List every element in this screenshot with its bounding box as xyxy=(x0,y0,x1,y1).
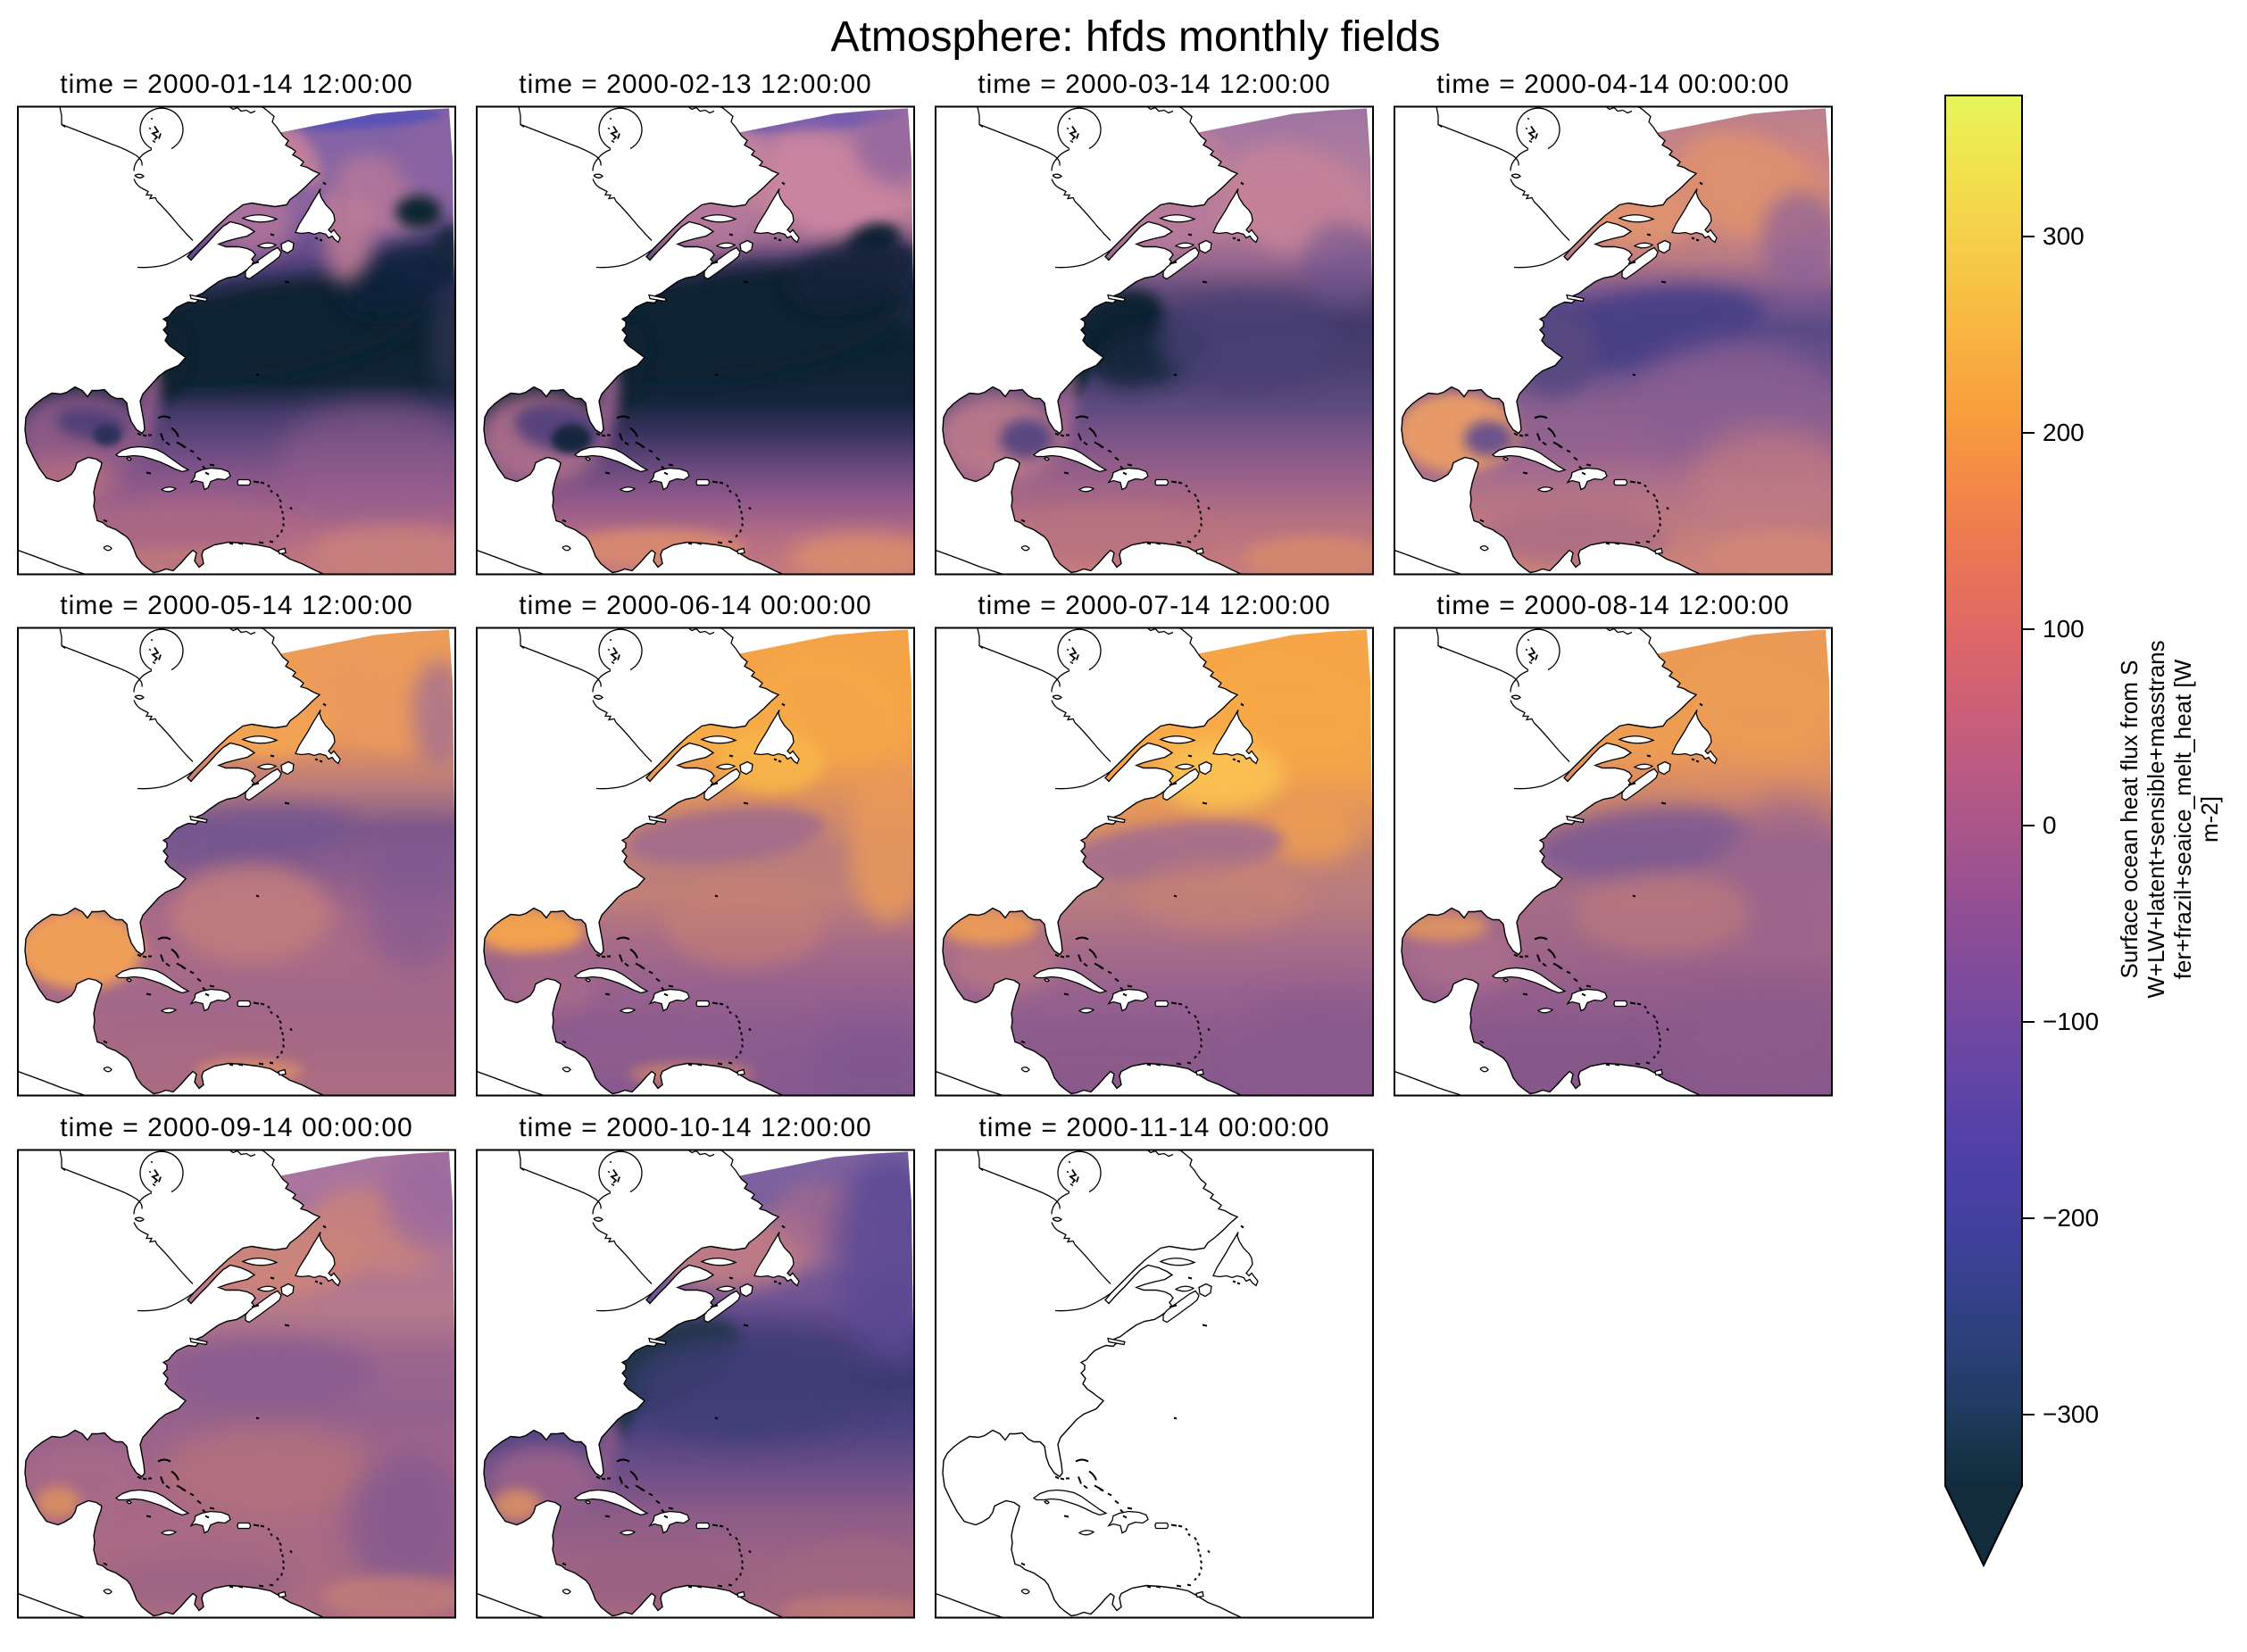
svg-text:200: 200 xyxy=(2043,419,2085,446)
svg-text:time = 2000-11-14 00:00:00: time = 2000-11-14 00:00:00 xyxy=(978,1113,1329,1142)
svg-text:0: 0 xyxy=(2043,811,2057,839)
svg-text:300: 300 xyxy=(2043,222,2085,250)
svg-text:time = 2000-07-14 12:00:00: time = 2000-07-14 12:00:00 xyxy=(978,591,1330,620)
svg-text:time = 2000-10-14 12:00:00: time = 2000-10-14 12:00:00 xyxy=(519,1113,871,1142)
svg-text:−100: −100 xyxy=(2043,1008,2099,1035)
svg-text:time = 2000-05-14 12:00:00: time = 2000-05-14 12:00:00 xyxy=(60,591,412,620)
svg-text:fer+frazil+seaice_melt_heat [W: fer+frazil+seaice_melt_heat [W xyxy=(2169,659,2196,979)
svg-text:W+LW+latent+sensible+masstrans: W+LW+latent+sensible+masstrans xyxy=(2143,640,2169,998)
svg-text:Surface ocean heat flux from S: Surface ocean heat flux from S xyxy=(2116,660,2143,979)
svg-text:−200: −200 xyxy=(2043,1204,2099,1232)
svg-text:time = 2000-04-14 00:00:00: time = 2000-04-14 00:00:00 xyxy=(1436,70,1789,99)
svg-text:Atmosphere: hfds monthly field: Atmosphere: hfds monthly fields xyxy=(831,13,1441,61)
svg-text:time = 2000-01-14 12:00:00: time = 2000-01-14 12:00:00 xyxy=(60,70,412,99)
svg-text:time = 2000-08-14 12:00:00: time = 2000-08-14 12:00:00 xyxy=(1436,591,1789,620)
svg-text:time = 2000-03-14 12:00:00: time = 2000-03-14 12:00:00 xyxy=(978,70,1330,99)
svg-text:time = 2000-09-14 00:00:00: time = 2000-09-14 00:00:00 xyxy=(60,1113,412,1142)
svg-text:time = 2000-06-14 00:00:00: time = 2000-06-14 00:00:00 xyxy=(519,591,871,620)
svg-text:−300: −300 xyxy=(2043,1400,2099,1428)
svg-text:time = 2000-02-13 12:00:00: time = 2000-02-13 12:00:00 xyxy=(519,70,871,99)
svg-text:m-2]: m-2] xyxy=(2196,796,2223,843)
svg-text:100: 100 xyxy=(2043,615,2085,643)
